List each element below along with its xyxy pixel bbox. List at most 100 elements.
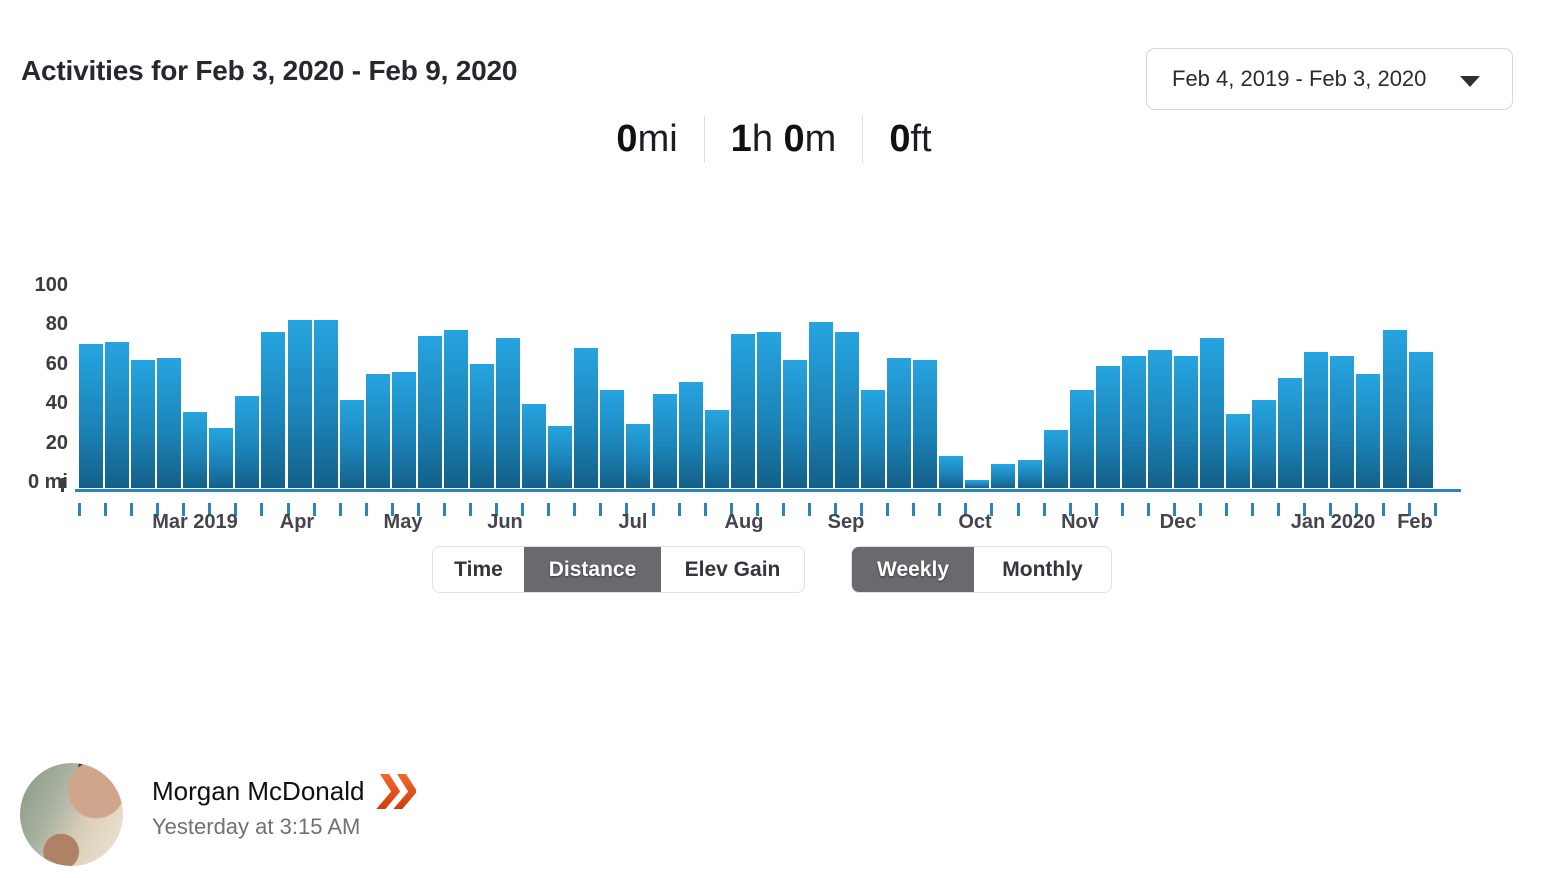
chart-bar[interactable] <box>443 330 468 488</box>
athlete-name[interactable]: Morgan McDonald <box>152 776 365 806</box>
week-tick <box>1016 503 1020 516</box>
chart-bar[interactable] <box>1043 430 1068 488</box>
week-tick <box>886 503 890 516</box>
chart-bar[interactable] <box>861 390 886 488</box>
chart-bar[interactable] <box>261 332 286 488</box>
chart-bar[interactable] <box>1017 460 1042 488</box>
chart-bar[interactable] <box>1304 352 1329 488</box>
week-tick <box>364 503 368 516</box>
week-tick <box>1433 503 1437 516</box>
chart-bar[interactable] <box>417 336 442 488</box>
month-label: Sep <box>827 511 865 533</box>
chart-bar[interactable] <box>991 464 1016 488</box>
avatar[interactable] <box>20 763 123 866</box>
chart-bar[interactable] <box>131 360 156 488</box>
y-axis-zero-tick <box>61 478 64 492</box>
summary-stats: 0mi 1h 0m 0ft <box>0 116 1548 163</box>
time-tab[interactable]: Time <box>433 547 524 592</box>
week-tick <box>1042 503 1046 516</box>
week-tick <box>703 503 707 516</box>
chart-bar[interactable] <box>600 390 625 488</box>
chart-bar[interactable] <box>1121 356 1146 488</box>
month-label: Dec <box>1159 511 1197 533</box>
week-tick <box>1199 503 1202 516</box>
elev-gain-tab[interactable]: Elev Gain <box>661 547 804 592</box>
week-tick <box>625 503 629 516</box>
distance-tab[interactable]: Distance <box>524 547 661 592</box>
chart-bar[interactable] <box>1200 338 1224 488</box>
week-tick <box>1225 503 1229 516</box>
week-tick <box>338 503 342 516</box>
week-tick <box>104 503 108 516</box>
chart-bar[interactable] <box>105 342 130 488</box>
weekly-tab[interactable]: Weekly <box>852 547 974 592</box>
week-tick <box>599 503 603 516</box>
y-axis-label: 0 mi <box>27 471 68 493</box>
date-range-selector[interactable]: Feb 4, 2019 - Feb 3, 2020 <box>1146 48 1513 110</box>
chart-bar[interactable] <box>574 348 599 488</box>
chart-bar[interactable] <box>913 360 938 488</box>
total-elevation: 0ft <box>889 118 932 160</box>
x-axis-line <box>75 489 1461 492</box>
chart-bar[interactable] <box>1226 414 1251 488</box>
chart-bar[interactable] <box>835 332 860 488</box>
chart-bar[interactable] <box>939 456 964 488</box>
chart-bar[interactable] <box>1382 330 1407 488</box>
chart-bar[interactable] <box>313 320 338 488</box>
chart-bar[interactable] <box>887 358 912 488</box>
month-label: Jan 2020 <box>1290 511 1376 533</box>
activity-chart: 100 80 60 40 20 0 mi Mar 2019 Apr May Jun Jul Aug Se… <box>0 270 1548 545</box>
week-tick <box>390 503 394 516</box>
chart-bar[interactable] <box>1069 390 1094 488</box>
chart-bar[interactable] <box>1095 366 1120 488</box>
chart-bar[interactable] <box>626 424 651 488</box>
chart-bar[interactable] <box>496 338 521 488</box>
chart-bar[interactable] <box>1147 350 1172 488</box>
chart-bar[interactable] <box>965 480 990 488</box>
week-tick <box>1094 503 1098 516</box>
chart-bar[interactable] <box>470 364 495 488</box>
week-tick <box>442 503 446 516</box>
chart-bar[interactable] <box>339 400 364 488</box>
month-label: Apr <box>279 511 315 533</box>
week-tick <box>781 503 785 516</box>
week-tick <box>1120 503 1124 516</box>
week-tick <box>312 503 316 516</box>
chart-bar[interactable] <box>678 382 703 488</box>
week-tick <box>990 503 994 516</box>
period-toggle-group: Weekly Monthly <box>851 546 1112 593</box>
week-tick <box>1381 503 1385 516</box>
chart-bar[interactable] <box>808 322 833 488</box>
week-tick <box>495 503 499 516</box>
chart-bar[interactable] <box>287 320 312 488</box>
chart-bar[interactable] <box>1356 374 1381 488</box>
week-tick <box>729 503 733 516</box>
week-tick <box>860 503 864 516</box>
chart-bar[interactable] <box>782 360 807 488</box>
chart-bar[interactable] <box>391 372 416 488</box>
week-tick <box>938 503 942 516</box>
chart-bar[interactable] <box>1278 378 1303 488</box>
chart-bar[interactable] <box>365 374 390 488</box>
monthly-tab[interactable]: Monthly <box>974 547 1111 592</box>
chart-bar[interactable] <box>548 426 573 488</box>
chart-bar[interactable] <box>730 334 755 488</box>
chart-bar[interactable] <box>756 332 781 488</box>
week-tick <box>1355 503 1359 516</box>
chart-bar[interactable] <box>1408 352 1433 488</box>
chart-bar[interactable] <box>235 396 260 488</box>
chart-bar[interactable] <box>704 410 729 488</box>
chart-bar[interactable] <box>1252 400 1277 488</box>
chart-bar[interactable] <box>157 358 182 488</box>
divider <box>862 116 864 163</box>
chart-bar[interactable] <box>209 428 234 488</box>
week-tick <box>964 503 968 516</box>
chart-bar[interactable] <box>183 412 208 488</box>
week-tick <box>912 503 916 516</box>
chart-bar[interactable] <box>1330 356 1355 488</box>
chart-bar[interactable] <box>1173 356 1198 488</box>
chart-bar[interactable] <box>79 344 103 488</box>
chart-bar[interactable] <box>652 394 677 488</box>
week-tick <box>469 503 473 516</box>
chart-bar[interactable] <box>522 404 547 488</box>
